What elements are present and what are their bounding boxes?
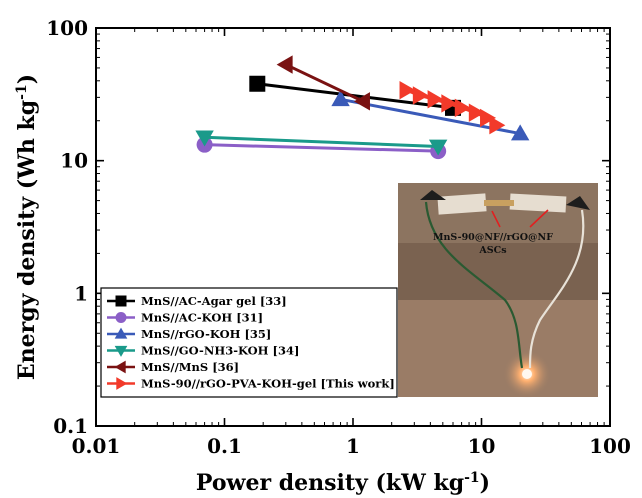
- y-tick-label: 0.1: [53, 414, 88, 438]
- data-point: [510, 124, 530, 141]
- y-axis: 0.1 1 10 100: [46, 16, 610, 438]
- x-axis-title: Power density (kW kg-1): [196, 470, 490, 496]
- series-line: [204, 143, 439, 153]
- inset-photo: MnS-90@NF//rGO@NF ASCs: [398, 183, 598, 398]
- data-point: [195, 130, 214, 147]
- inset-label-2: ASCs: [478, 245, 506, 256]
- series-line: [285, 63, 364, 103]
- series-line: [257, 82, 454, 110]
- data-point: [331, 90, 350, 107]
- data-point: [428, 139, 448, 156]
- data-point: [249, 75, 266, 92]
- x-axis-title-sup: -1: [464, 470, 480, 486]
- series-4: [195, 130, 448, 156]
- x-tick-label: 0.1: [207, 434, 242, 458]
- legend-marker: [116, 377, 128, 390]
- legend-marker: [115, 312, 127, 323]
- x-tick-label: 10: [468, 434, 496, 458]
- data-point: [412, 86, 429, 105]
- data-point: [468, 103, 485, 122]
- y-axis-title-end: ): [14, 74, 40, 84]
- legend-label: MnS-90//rGO-PVA-KOH-gel [This work]: [141, 377, 395, 391]
- data-point: [454, 98, 471, 118]
- series-2: [196, 136, 447, 160]
- legend-label: MnS//AC-Agar gel [33]: [141, 294, 287, 308]
- data-point: [489, 116, 506, 135]
- x-axis-title-end: ): [480, 470, 490, 496]
- x-tick-label: 100: [589, 434, 631, 458]
- legend-marker: [115, 295, 127, 307]
- y-tick-label: 1: [74, 281, 88, 305]
- legend-marker: [114, 327, 128, 339]
- y-axis-title-sup: -1: [14, 84, 30, 100]
- x-tick-label: 1: [346, 434, 360, 458]
- y-axis-title: Energy density (Wh kg-1): [14, 74, 40, 380]
- legend-marker: [114, 360, 126, 374]
- legend: MnS//AC-Agar gel [33] MnS//AC-KOH [31] MnS…: [100, 287, 398, 398]
- legend-label: MnS//AC-KOH [31]: [141, 311, 263, 325]
- legend-label: MnS//rGO-KOH [35]: [141, 327, 271, 341]
- legend-label: MnS//MnS [36]: [141, 360, 239, 374]
- legend-label: MnS//GO-NH3-KOH [34]: [141, 344, 299, 358]
- data-point: [353, 92, 370, 111]
- data-point: [399, 80, 416, 100]
- inset-label-1: MnS-90@NF//rGO@NF: [433, 232, 553, 243]
- x-axis: 0.01 0.1 1 10 100: [72, 28, 631, 458]
- series-6: [399, 80, 506, 135]
- legend-marker: [114, 345, 128, 357]
- data-point: [427, 90, 444, 109]
- series-layer: [195, 55, 530, 160]
- y-axis-title-main: Energy density (Wh kg: [14, 100, 40, 380]
- series-line: [204, 135, 439, 148]
- x-tick-label: 0.01: [72, 434, 121, 458]
- legend-box: [100, 287, 398, 398]
- y-tick-label: 100: [46, 16, 88, 40]
- data-point: [480, 108, 497, 128]
- data-point: [276, 55, 293, 74]
- x-axis-title-main: Power density (kW kg: [196, 470, 464, 496]
- series-5: [276, 55, 370, 111]
- y-tick-label: 10: [60, 149, 88, 173]
- data-point: [441, 94, 458, 113]
